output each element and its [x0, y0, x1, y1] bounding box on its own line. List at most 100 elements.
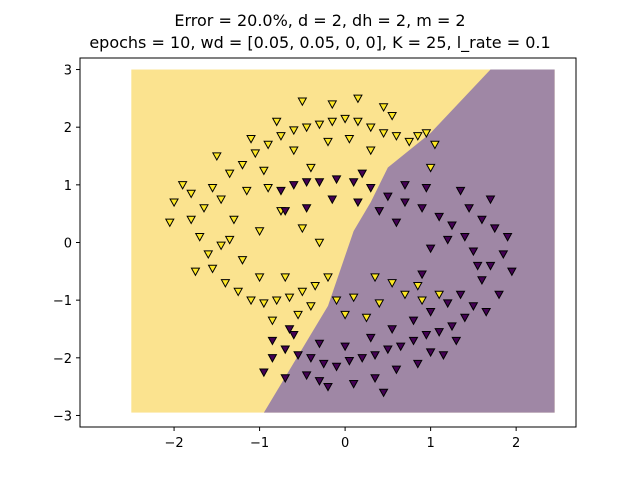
- data-point: [374, 299, 385, 309]
- data-point: [254, 227, 265, 236]
- data-point: [207, 264, 218, 274]
- data-point: [267, 316, 278, 326]
- data-point: [331, 175, 342, 185]
- data-point: [353, 94, 363, 104]
- data-point: [250, 149, 261, 159]
- data-point: [361, 313, 372, 323]
- data-point: [370, 273, 380, 283]
- data-point: [224, 235, 235, 245]
- data-point: [246, 296, 256, 306]
- data-point: [297, 287, 308, 297]
- data-point: [477, 215, 487, 225]
- data-point: [306, 354, 316, 363]
- data-point: [344, 135, 355, 144]
- data-point: [481, 307, 492, 317]
- data-point: [447, 221, 457, 231]
- data-point: [271, 117, 282, 127]
- data-point: [485, 195, 496, 205]
- data-point: [306, 163, 316, 173]
- data-point: [400, 290, 410, 300]
- data-point: [374, 207, 385, 216]
- data-point: [464, 204, 474, 213]
- data-point: [259, 368, 269, 378]
- x-tick-label: 2: [512, 436, 520, 451]
- data-point: [216, 241, 226, 251]
- data-point: [284, 293, 295, 303]
- y-tick-label: 0: [64, 237, 72, 252]
- data-point: [241, 186, 252, 196]
- data-point: [301, 178, 312, 187]
- data-point: [340, 342, 350, 352]
- data-point: [288, 331, 299, 340]
- data-point: [327, 195, 338, 205]
- data-point: [494, 290, 504, 300]
- data-point: [378, 388, 389, 398]
- chart-title-line-1: Error = 20.0%, d = 2, dh = 2, m = 2: [174, 11, 465, 30]
- data-point: [451, 336, 462, 346]
- data-point: [199, 204, 209, 213]
- data-point: [425, 307, 436, 317]
- x-tick-label: 0: [341, 436, 349, 451]
- data-point: [417, 296, 427, 306]
- y-axis: −3 −2 −1 0 1 2 3: [53, 64, 80, 424]
- data-point: [425, 163, 436, 173]
- y-tick-label: −2: [53, 352, 72, 367]
- y-tick-label: −3: [53, 409, 72, 424]
- data-point: [434, 290, 445, 300]
- data-point: [391, 132, 402, 141]
- data-point: [263, 140, 273, 150]
- data-point: [301, 371, 312, 381]
- data-point: [455, 290, 466, 300]
- data-point: [169, 198, 179, 208]
- data-point: [314, 238, 325, 248]
- data-point: [391, 365, 402, 375]
- data-point: [400, 198, 410, 208]
- data-point: [447, 322, 457, 332]
- data-point: [391, 218, 402, 228]
- data-point: [297, 224, 308, 234]
- data-point: [284, 325, 295, 335]
- data-point: [327, 117, 338, 127]
- y-tick-label: 1: [64, 179, 72, 194]
- data-point: [387, 325, 397, 335]
- data-point: [395, 342, 406, 352]
- data-point: [211, 152, 222, 162]
- data-point: [489, 224, 500, 234]
- data-point: [331, 296, 342, 306]
- data-point: [233, 287, 244, 297]
- data-point: [502, 233, 513, 242]
- data-point: [417, 204, 427, 213]
- data-point: [421, 331, 432, 340]
- data-point: [378, 103, 389, 113]
- data-point: [468, 302, 479, 311]
- y-tick-label: 2: [64, 121, 72, 136]
- data-point: [404, 137, 415, 147]
- data-point: [229, 215, 239, 225]
- data-point: [237, 256, 248, 265]
- data-point: [400, 181, 410, 190]
- data-point: [383, 345, 393, 355]
- data-point: [412, 282, 423, 291]
- data-point: [177, 181, 188, 190]
- data-point: [280, 207, 291, 216]
- data-point: [425, 244, 436, 254]
- data-point: [306, 302, 316, 311]
- data-point: [507, 267, 517, 277]
- data-point: [164, 218, 175, 228]
- data-point: [271, 296, 282, 306]
- data-point: [220, 279, 231, 288]
- data-point: [455, 186, 466, 196]
- data-point: [276, 132, 286, 141]
- data-point: [421, 184, 432, 193]
- data-point: [194, 233, 205, 242]
- data-point: [485, 261, 496, 271]
- data-point: [434, 212, 445, 222]
- data-point: [280, 345, 291, 355]
- region-purple: [263, 69, 555, 413]
- data-point: [237, 160, 248, 170]
- data-point: [314, 120, 325, 130]
- data-point: [421, 129, 432, 138]
- y-tick-label: −1: [53, 294, 72, 309]
- data-point: [459, 233, 470, 242]
- data-point: [331, 362, 342, 372]
